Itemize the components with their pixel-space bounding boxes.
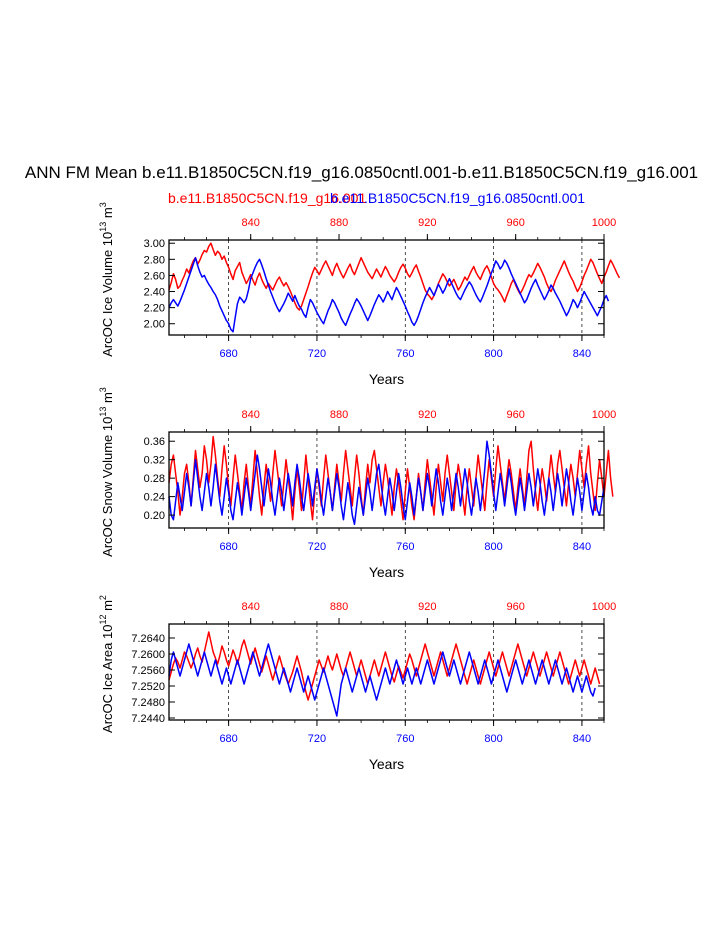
x-axis-title: Years: [369, 371, 404, 387]
y-axis-title-part: ArcOC Snow Volume 10: [100, 417, 115, 557]
top-tick-label: 1000: [592, 409, 616, 421]
y-tick-label: 2.80: [144, 254, 165, 266]
y-tick-label: 7.2480: [131, 697, 165, 709]
top-tick-label: 840: [242, 601, 260, 613]
y-axis-title-superscript: 13: [98, 222, 108, 232]
bottom-tick-label: 680: [219, 541, 237, 553]
y-tick-label: 7.2440: [131, 713, 165, 725]
y-tick-label: 0.24: [144, 492, 165, 504]
bottom-tick-label: 720: [308, 733, 326, 745]
y-tick-label: 0.20: [144, 510, 165, 522]
y-axis-title-part: m: [100, 600, 115, 614]
top-tick-label: 920: [418, 217, 436, 229]
y-axis-title-superscript: 3: [98, 202, 108, 207]
plot-frame: [168, 239, 605, 336]
y-axis-title: ArcOC Snow Volume 1013 m3: [98, 387, 115, 557]
plot-frame: [168, 623, 605, 721]
top-tick-label: 960: [506, 217, 524, 229]
bottom-tick-label: 800: [484, 348, 502, 360]
x-axis-title: Years: [369, 756, 404, 772]
top-tick-label: 880: [330, 409, 348, 421]
y-tick-label: 0.28: [144, 473, 165, 485]
y-axis-title: ArcOC Ice Volume 1013 m3: [98, 202, 115, 356]
y-tick-label: 2.20: [144, 303, 165, 315]
bottom-tick-label: 800: [484, 733, 502, 745]
y-axis-title-part: ArcOC Ice Volume 10: [100, 232, 115, 357]
top-tick-label: 880: [330, 601, 348, 613]
panel-2: 680 720 760 800 840 840 880 920 960 1000 0.20 0.24 0…: [98, 387, 616, 580]
x-axis-title: Years: [369, 564, 404, 580]
bottom-tick-label: 680: [219, 348, 237, 360]
top-tick-label: 960: [506, 409, 524, 421]
y-tick-label: 2.60: [144, 270, 165, 282]
top-tick-label: 840: [242, 217, 260, 229]
bottom-tick-label: 840: [573, 733, 591, 745]
red-series-line: [168, 435, 614, 521]
plot-frame: [168, 431, 605, 529]
red-series-line: [168, 631, 601, 701]
y-axis-title-part: m: [100, 207, 115, 221]
figure-title: ANN FM Mean b.e11.B1850C5CN.f19_g16.0850…: [24, 163, 699, 182]
blue-series-line: [168, 256, 610, 333]
top-tick-label: 920: [418, 409, 436, 421]
bottom-tick-label: 840: [573, 541, 591, 553]
y-tick-label: 0.32: [144, 455, 165, 467]
bottom-tick-label: 760: [396, 733, 414, 745]
y-tick-label: 2.40: [144, 287, 165, 299]
top-tick-label: 1000: [592, 601, 616, 613]
top-tick-label: 840: [242, 409, 260, 421]
bottom-tick-label: 760: [396, 541, 414, 553]
blue-series-line: [168, 440, 605, 526]
panel-3: 680 720 760 800 840 840 880 920 960 1000 7.2440 7.2…: [98, 595, 616, 772]
bottom-tick-label: 800: [484, 541, 502, 553]
y-tick-label: 0.36: [144, 436, 165, 448]
top-tick-label: 920: [418, 601, 436, 613]
bottom-tick-label: 760: [396, 348, 414, 360]
y-axis-title: ArcOC Ice Area 1012 m2: [98, 595, 115, 733]
right-string: b.e11.B1850C5CN.f19_g16.0850cntl.001: [330, 190, 586, 206]
top-tick-label: 880: [330, 217, 348, 229]
top-tick-label: 960: [506, 601, 524, 613]
bottom-tick-label: 720: [308, 541, 326, 553]
y-tick-label: 2.00: [144, 319, 165, 331]
blue-series-line: [168, 643, 596, 717]
left-string: b.e11.B1850C5CN.f19_g16.001: [168, 190, 367, 206]
panel-1: 680 720 760 800 840 840 880 920 960 1000 2.00 2.20 2…: [98, 202, 621, 387]
y-tick-label: 7.2600: [131, 649, 165, 661]
y-tick-label: 7.2640: [131, 633, 165, 645]
y-tick-label: 7.2560: [131, 665, 165, 677]
y-axis-title-part: ArcOC Ice Area 10: [100, 625, 115, 733]
y-axis-title-superscript: 13: [98, 407, 108, 417]
y-tick-label: 3.00: [144, 238, 165, 250]
red-series-line: [168, 242, 621, 311]
y-axis-title-superscript: 12: [98, 615, 108, 625]
y-axis-title-superscript: 3: [98, 387, 108, 392]
top-tick-label: 1000: [592, 217, 616, 229]
y-tick-label: 7.2520: [131, 681, 165, 693]
bottom-tick-label: 840: [573, 348, 591, 360]
bottom-tick-label: 720: [308, 348, 326, 360]
y-axis-title-superscript: 2: [98, 595, 108, 600]
y-axis-title-part: m: [100, 392, 115, 406]
bottom-tick-label: 680: [219, 733, 237, 745]
